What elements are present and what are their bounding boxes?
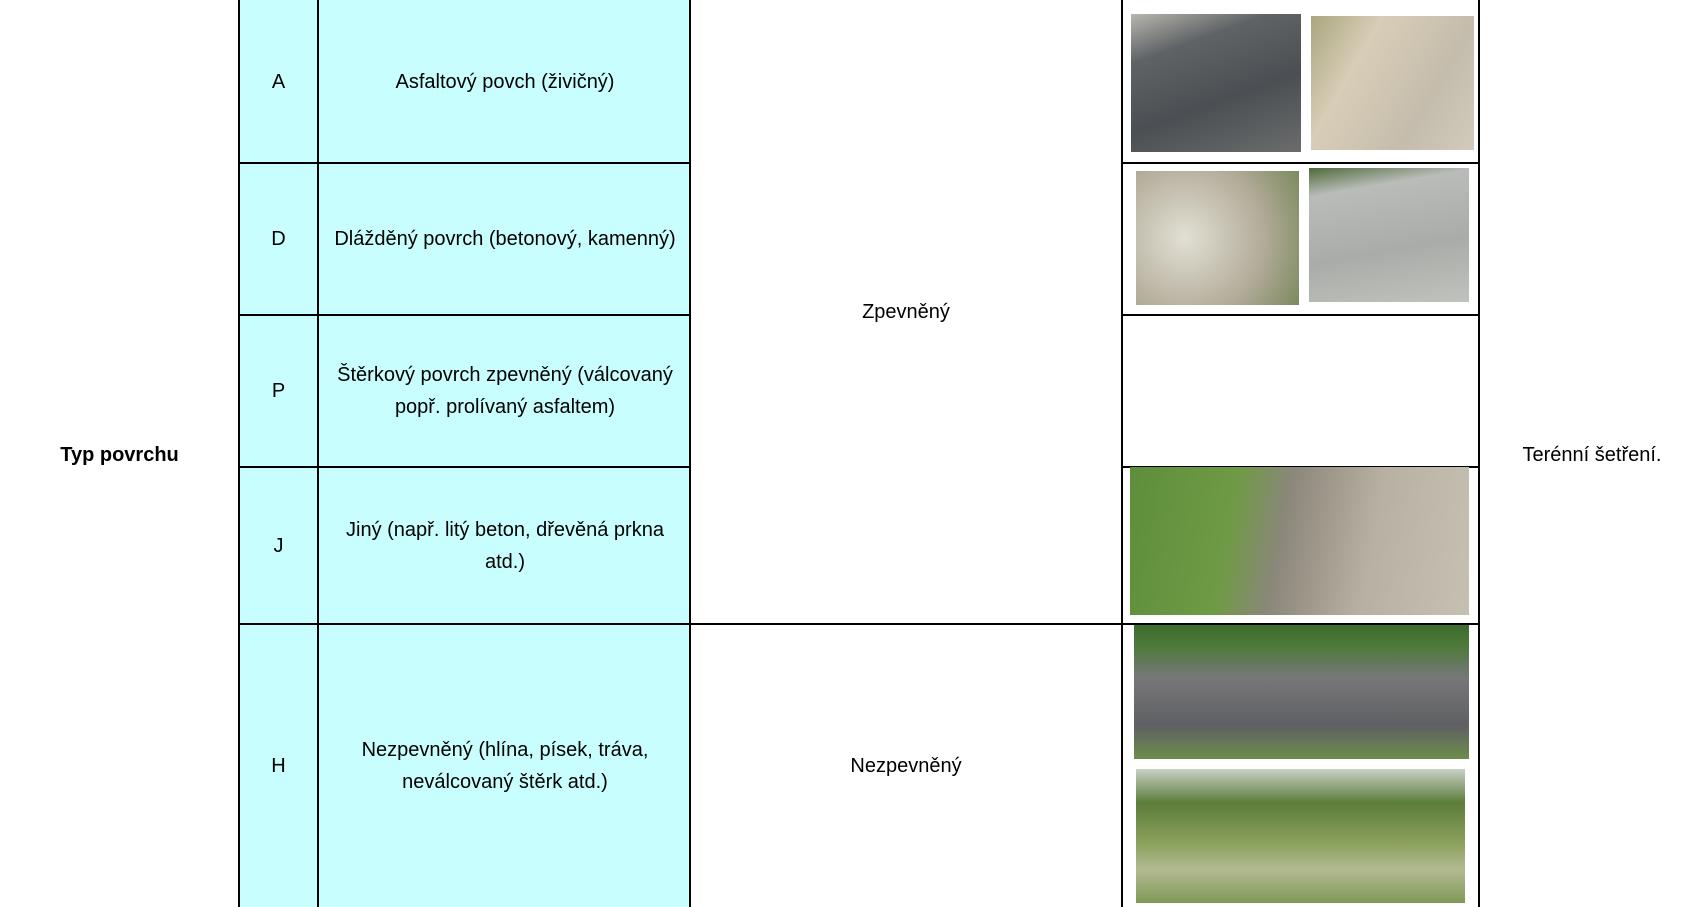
rule (1478, 0, 1480, 907)
rule (1122, 162, 1479, 164)
row-label: Typ povrchu (60, 444, 179, 466)
photo (1134, 625, 1469, 759)
row-code: A (271, 70, 286, 93)
cyan-fill (239, 0, 690, 907)
photo (1131, 14, 1301, 152)
rule (1121, 0, 1123, 907)
row-code: D (271, 228, 286, 250)
row-code: J (273, 534, 284, 557)
rule (239, 623, 1479, 625)
row-code: H (271, 754, 286, 777)
row-code: P (271, 380, 286, 402)
photo (1309, 168, 1469, 302)
row-description: Štěrkový povrch zpevněný (válcovaný popř… (337, 364, 673, 418)
photo (1130, 467, 1469, 615)
row-description: Dlážděný povrch (betonový, kamenný) (334, 228, 676, 250)
photo (1311, 16, 1474, 150)
photo (1136, 171, 1299, 305)
rule (689, 0, 691, 907)
rule (239, 162, 690, 164)
group-label: Zpevněný (862, 301, 950, 323)
source: Terénní šetření. (1522, 444, 1662, 466)
rule (1122, 314, 1479, 316)
rule (239, 466, 690, 468)
rule (238, 0, 240, 907)
row-description: Jiný (např. litý beton, dřevěná prkna at… (346, 518, 664, 573)
rule (239, 314, 690, 316)
rule (317, 0, 319, 907)
row-description: Asfaltový povch (živičný) (395, 70, 615, 93)
photo (1136, 769, 1465, 903)
group-label: Nezpevněný (850, 754, 962, 777)
row-description: Nezpevněný (hlína, písek, tráva, neválco… (361, 738, 649, 793)
